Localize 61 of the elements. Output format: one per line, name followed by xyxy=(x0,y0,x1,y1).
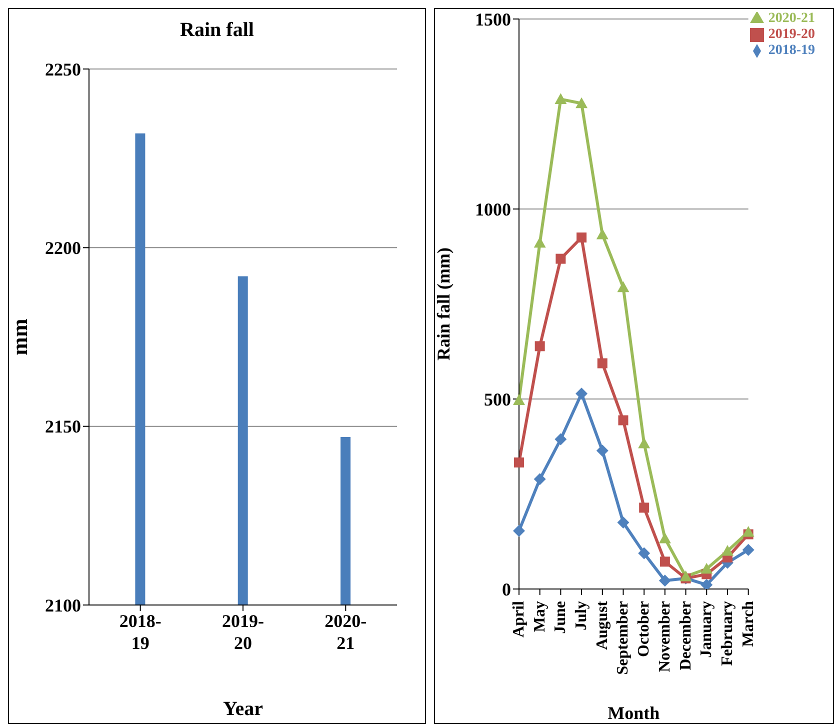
legend-label: 2018-19 xyxy=(768,43,815,58)
point xyxy=(534,341,545,352)
x-tick-label: October xyxy=(636,601,653,657)
point xyxy=(660,556,670,567)
point xyxy=(617,516,630,528)
point xyxy=(513,394,525,405)
x-tick-label: 2018-19 xyxy=(119,611,162,653)
x-tick-label: December xyxy=(677,601,694,670)
x-axis-title: Month xyxy=(608,703,660,723)
y-tick-label: 500 xyxy=(484,389,511,410)
point xyxy=(618,415,628,426)
x-tick-label: June xyxy=(552,601,570,634)
point xyxy=(556,254,566,264)
y-axis-title: mm xyxy=(6,318,32,356)
x-tick-label: April xyxy=(510,600,528,638)
x-axis-title: Year xyxy=(223,698,264,720)
y-tick-label: 1000 xyxy=(475,199,511,220)
y-tick-label: 2250 xyxy=(45,59,81,80)
y-tick-label: 2100 xyxy=(45,595,81,616)
point xyxy=(721,545,734,556)
point xyxy=(742,526,754,537)
point xyxy=(617,281,630,292)
point xyxy=(700,562,713,574)
x-tick-label: July xyxy=(573,601,590,630)
y-tick-label: 0 xyxy=(502,579,511,600)
point xyxy=(513,524,525,537)
point xyxy=(576,97,588,108)
point xyxy=(680,570,692,582)
point xyxy=(596,444,608,457)
legend-label: 2020-21 xyxy=(768,11,815,26)
point xyxy=(658,532,671,544)
point xyxy=(554,433,567,446)
chart-title: Rain fall xyxy=(179,18,255,43)
x-tick-label: February xyxy=(718,601,736,666)
point xyxy=(576,388,588,400)
point xyxy=(554,93,567,104)
point xyxy=(639,502,650,513)
point xyxy=(534,473,546,486)
point xyxy=(596,228,608,240)
point xyxy=(534,236,546,248)
point xyxy=(638,437,650,448)
x-tick-label: August xyxy=(594,600,611,650)
point xyxy=(576,232,587,242)
x-tick-label: November xyxy=(656,601,674,672)
x-tick-label: January xyxy=(698,601,716,658)
x-tick-label: September xyxy=(614,601,632,675)
x-tick-label: May xyxy=(531,601,548,632)
x-tick-label: 2020-21 xyxy=(324,611,367,653)
x-tick-label: 2019-20 xyxy=(222,611,264,653)
point xyxy=(700,578,713,589)
x-tick-label: March xyxy=(740,600,757,647)
legend-label: 2019-20 xyxy=(768,27,815,42)
point xyxy=(742,544,754,556)
y-tick-label: 2200 xyxy=(45,238,81,258)
point xyxy=(638,547,650,560)
point xyxy=(658,574,671,587)
point xyxy=(514,457,524,468)
y-axis-title: Rain fall (mm) xyxy=(433,248,454,360)
y-tick-label: 2150 xyxy=(45,416,81,437)
y-tick-label: 1500 xyxy=(475,9,511,30)
point xyxy=(597,358,608,368)
